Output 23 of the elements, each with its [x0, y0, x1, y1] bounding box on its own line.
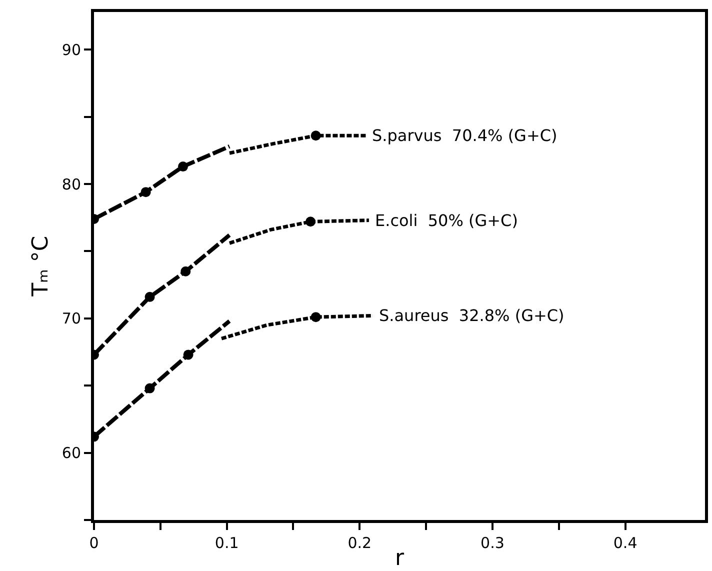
point — [144, 383, 155, 394]
y-axis-title: Tₘ °C — [28, 236, 54, 298]
point — [183, 350, 194, 360]
series-label: E.coli 50% (G+C) — [375, 211, 518, 230]
point — [140, 187, 151, 198]
y-tick-label: 90 — [62, 40, 81, 59]
point — [144, 292, 155, 302]
y-tick-label: 80 — [62, 175, 81, 194]
point — [310, 312, 321, 322]
series-label: S.aureus 32.8% (G+C) — [379, 306, 564, 325]
x-tick-label: 0 — [89, 534, 99, 552]
point — [310, 130, 321, 141]
x-tick-label: 0.2 — [348, 534, 372, 552]
x-tick-label: 0.3 — [480, 534, 504, 552]
y-tick-label: 60 — [62, 444, 81, 462]
point — [306, 216, 316, 227]
y-tick-label: 70 — [62, 310, 81, 328]
x-axis-title: r — [394, 546, 405, 571]
series-label: S.parvus 70.4% (G+C) — [372, 126, 558, 145]
x-tick-label: 0.4 — [613, 534, 638, 552]
x-tick-label: 0.1 — [214, 534, 239, 552]
point — [178, 162, 188, 172]
point — [180, 266, 191, 276]
